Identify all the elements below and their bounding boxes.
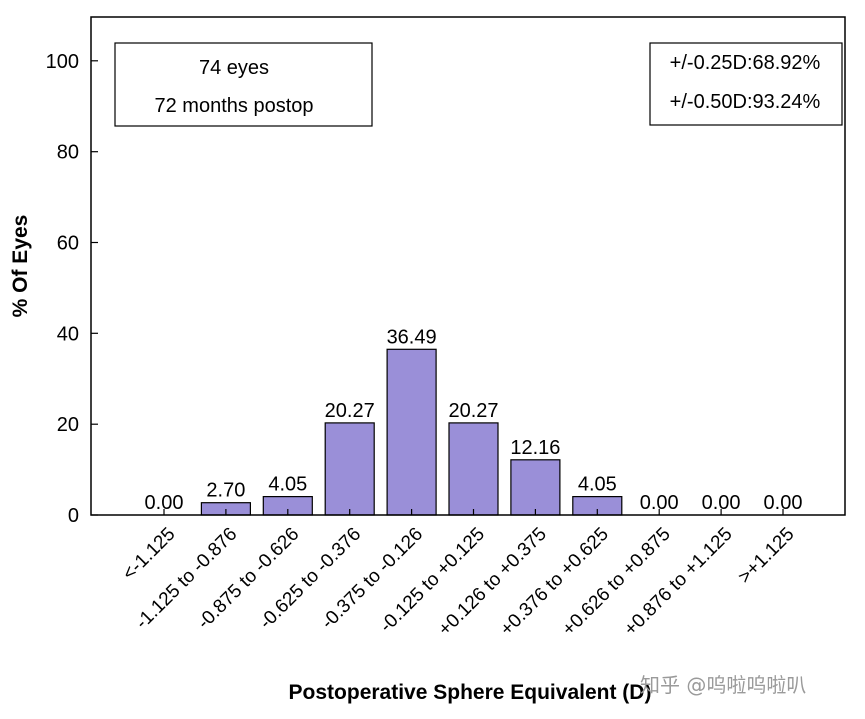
y-tick-label-2: 40: [57, 323, 79, 345]
bar-value-label-4: 36.49: [387, 326, 437, 348]
bar-6: [510, 459, 561, 516]
watermark-text: 知乎 @呜啦呜啦叭: [640, 673, 806, 697]
bar-value-label-2: 4.05: [268, 474, 307, 496]
info-box-left-line-1: 74 eyes: [199, 57, 269, 79]
y-tick-label-1: 20: [57, 414, 79, 436]
info-box-right: +/-0.25D:68.92% +/-0.50D:93.24%: [649, 42, 843, 126]
info-box-left-line-2: 72 months postop: [155, 95, 314, 117]
bar-value-label-10: 0.00: [764, 492, 803, 514]
bar-value-label-0: 0.00: [145, 492, 184, 514]
bar-4: [386, 348, 437, 516]
bars-group: [200, 348, 623, 516]
info-box-right-line-2: +/-0.50D:93.24%: [670, 91, 821, 113]
y-axis-ticks: 0 20 40 60 80 100: [46, 51, 98, 527]
bar-value-label-1: 2.70: [206, 480, 245, 502]
x-category-label-8: +0.626 to +0.875: [558, 524, 674, 640]
x-category-label-0: <-1.125: [119, 524, 180, 585]
bar-value-label-5: 20.27: [448, 400, 498, 422]
info-box-right-line-1: +/-0.25D:68.92%: [670, 52, 821, 74]
bar-value-label-8: 0.00: [640, 492, 679, 514]
x-category-label-9: +0.876 to +1.125: [620, 524, 736, 640]
x-category-label-5: -0.125 to +0.125: [376, 524, 489, 637]
y-axis-title: % Of Eyes: [9, 215, 32, 318]
x-axis-title: Postoperative Sphere Equivalent (D): [289, 681, 652, 704]
x-category-label-10: >+1.125: [734, 524, 798, 588]
value-labels-group: 0.00 2.70 4.05 20.27 36.49 20.27 12.16 4.05 0.00…: [145, 326, 803, 514]
bar-value-label-6: 12.16: [510, 437, 560, 459]
bar-3: [324, 422, 375, 516]
info-box-left: 74 eyes 72 months postop: [114, 42, 373, 127]
plot-area-frame: [90, 16, 846, 516]
bar-value-label-7: 4.05: [578, 474, 617, 496]
y-tick-label-5: 100: [46, 51, 79, 73]
x-category-label-7: +0.376 to +0.625: [496, 524, 612, 640]
y-tick-label-4: 80: [57, 142, 79, 164]
x-axis-ticks: [163, 509, 784, 515]
bar-value-label-3: 20.27: [325, 400, 375, 422]
y-tick-label-0: 0: [68, 505, 79, 527]
bar-value-label-9: 0.00: [702, 492, 741, 514]
x-axis-category-labels: <-1.125-1.125 to -0.876-0.875 to -0.626-…: [119, 524, 799, 640]
bar-5: [448, 422, 499, 516]
y-tick-label-3: 60: [57, 233, 79, 255]
x-category-label-6: +0.126 to +0.375: [434, 524, 550, 640]
